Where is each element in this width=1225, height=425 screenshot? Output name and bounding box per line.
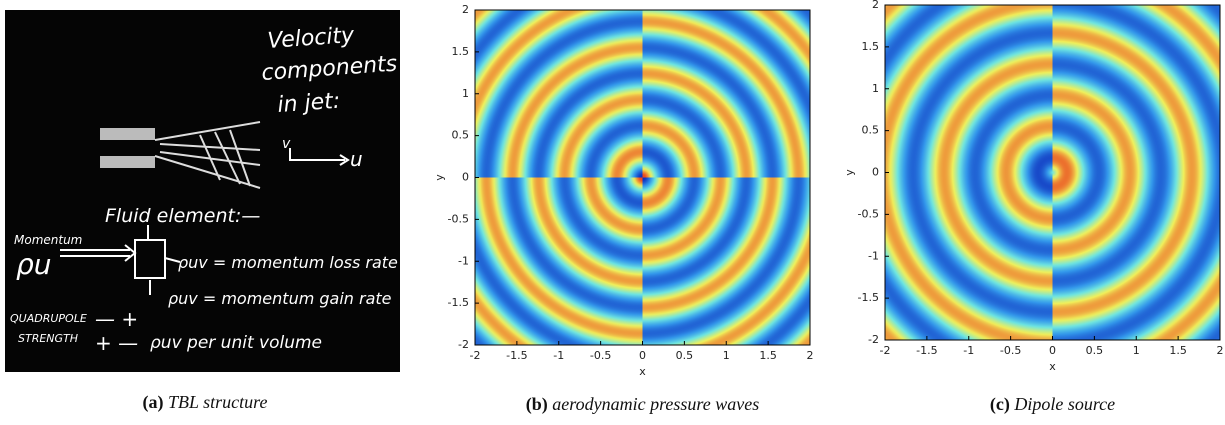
chalk-text: u bbox=[350, 147, 363, 171]
y-axis-label: y bbox=[843, 169, 856, 176]
caption-text: TBL structure bbox=[168, 392, 268, 412]
x-tick-label: 2 bbox=[1217, 344, 1224, 357]
chalk-text: Momentum bbox=[14, 233, 82, 247]
x-axis-label: x bbox=[639, 365, 646, 378]
contour-field bbox=[885, 5, 1053, 173]
contour-field bbox=[642, 177, 810, 345]
y-tick-label: 0 bbox=[462, 171, 469, 184]
x-tick-label: 1 bbox=[723, 349, 730, 362]
y-tick-label: -0.5 bbox=[448, 212, 469, 225]
contour-plot: -2 -1.5 -1 -0.5 0 0.5 1 1.5 2 -2 -1.5 -1 -0.5 0 0.5 1 1.… bbox=[843, 0, 1224, 415]
caption-text: Dipole source bbox=[1013, 394, 1115, 414]
contour-field bbox=[475, 177, 643, 345]
x-tick-label: 1 bbox=[1133, 344, 1140, 357]
y-tick-label: -2 bbox=[458, 338, 469, 351]
caption: (a) TBL structure bbox=[142, 392, 267, 413]
x-tick-label: 0 bbox=[639, 349, 646, 362]
chalk-text: ρuv per unit volume bbox=[150, 333, 322, 353]
x-tick-label: 0.5 bbox=[676, 349, 694, 362]
y-tick-label: -0.5 bbox=[858, 207, 879, 220]
x-tick-label: -0.5 bbox=[590, 349, 611, 362]
y-axis-label: y bbox=[433, 174, 446, 181]
contour-field bbox=[1052, 172, 1220, 340]
x-tick-label: -1.5 bbox=[506, 349, 527, 362]
y-tick-label: -1.5 bbox=[858, 291, 879, 304]
y-tick-label: 0 bbox=[872, 166, 879, 179]
caption: (b) aerodynamic pressure waves bbox=[526, 394, 759, 415]
x-axis-label: x bbox=[1049, 360, 1056, 373]
y-tick-label: 1.5 bbox=[452, 45, 470, 58]
caption-text: aerodynamic pressure waves bbox=[552, 394, 759, 414]
x-tick-label: -0.5 bbox=[1000, 344, 1021, 357]
caption: (c) Dipole source bbox=[990, 394, 1115, 415]
chalk-text: Velocity bbox=[267, 23, 356, 54]
x-tick-label: -2 bbox=[470, 349, 481, 362]
caption-label: (b) bbox=[526, 394, 548, 415]
contour-field bbox=[642, 10, 810, 178]
x-tick-label: -2 bbox=[880, 344, 891, 357]
y-tick-label: -2 bbox=[868, 333, 879, 346]
caption-label: (c) bbox=[990, 394, 1010, 415]
y-tick-label: -1.5 bbox=[448, 296, 469, 309]
chalk-text: Fluid element:— bbox=[105, 205, 260, 227]
element-arrows bbox=[147, 225, 181, 295]
chalk-text: — + bbox=[95, 307, 138, 331]
caption-label: (a) bbox=[142, 392, 163, 413]
chalk-text: in jet: bbox=[277, 89, 341, 118]
contour-field bbox=[1052, 5, 1220, 173]
chalk-text: + — bbox=[95, 331, 138, 355]
y-tick-label: -1 bbox=[868, 249, 879, 262]
axes-arrow bbox=[289, 148, 350, 166]
y-tick-label: -1 bbox=[458, 254, 469, 267]
x-tick-label: -1 bbox=[553, 349, 564, 362]
contour-field bbox=[475, 10, 643, 178]
y-tick-label: 0.5 bbox=[862, 124, 880, 137]
chalk-text: v bbox=[282, 136, 291, 152]
chalk-text: ρuv = momentum loss rate bbox=[178, 253, 398, 272]
y-tick-label: 1 bbox=[462, 87, 469, 100]
nozzle-top bbox=[100, 128, 155, 140]
chalk-text: QUADRUPOLE bbox=[10, 312, 87, 325]
y-tick-label: 1 bbox=[872, 82, 879, 95]
y-tick-label: 2 bbox=[462, 3, 469, 16]
x-tick-label: 2 bbox=[807, 349, 814, 362]
chalk-text: ρuv = momentum gain rate bbox=[168, 289, 392, 308]
chalkboard bbox=[5, 10, 400, 372]
x-tick-label: 0 bbox=[1049, 344, 1056, 357]
x-tick-label: -1 bbox=[963, 344, 974, 357]
contour-plot: -2 -1.5 -1 -0.5 0 0.5 1 1.5 2 -2 -1.5 -1 -0.5 0 0.5 1 1.… bbox=[433, 3, 814, 415]
jet-sketch bbox=[154, 121, 261, 189]
chalk-text: ρu bbox=[16, 248, 52, 281]
x-tick-label: 0.5 bbox=[1086, 344, 1104, 357]
x-tick-label: 1.5 bbox=[759, 349, 777, 362]
x-tick-label: -1.5 bbox=[916, 344, 937, 357]
chalk-text: STRENGTH bbox=[18, 332, 78, 345]
nozzle-bottom bbox=[100, 156, 155, 168]
x-tick-label: 1.5 bbox=[1169, 344, 1187, 357]
contour-field bbox=[885, 172, 1053, 340]
y-tick-label: 2 bbox=[872, 0, 879, 11]
chalkboard-panel: (a) TBL structure bbox=[5, 10, 400, 413]
y-tick-label: 0.5 bbox=[452, 129, 470, 142]
y-tick-label: 1.5 bbox=[862, 40, 880, 53]
